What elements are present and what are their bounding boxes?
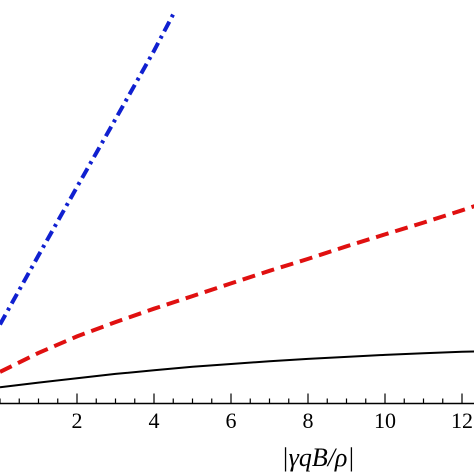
x-tick-label: 12 [451, 408, 473, 433]
series-dashed-line [0, 204, 474, 374]
x-tick-label: 10 [374, 408, 396, 433]
x-tick-label: 2 [72, 408, 83, 433]
x-axis-title: |γqB/ρ| [281, 443, 354, 472]
series-dashdot-line [0, 9, 177, 326]
series-solid-line [0, 350, 474, 389]
x-tick-label: 8 [303, 408, 314, 433]
x-tick-label: 4 [149, 408, 160, 433]
curves-layer [0, 9, 474, 389]
x-axis-ticks: 2 4 6 8 10 12 [0, 393, 473, 433]
x-tick-label: 6 [226, 408, 237, 433]
